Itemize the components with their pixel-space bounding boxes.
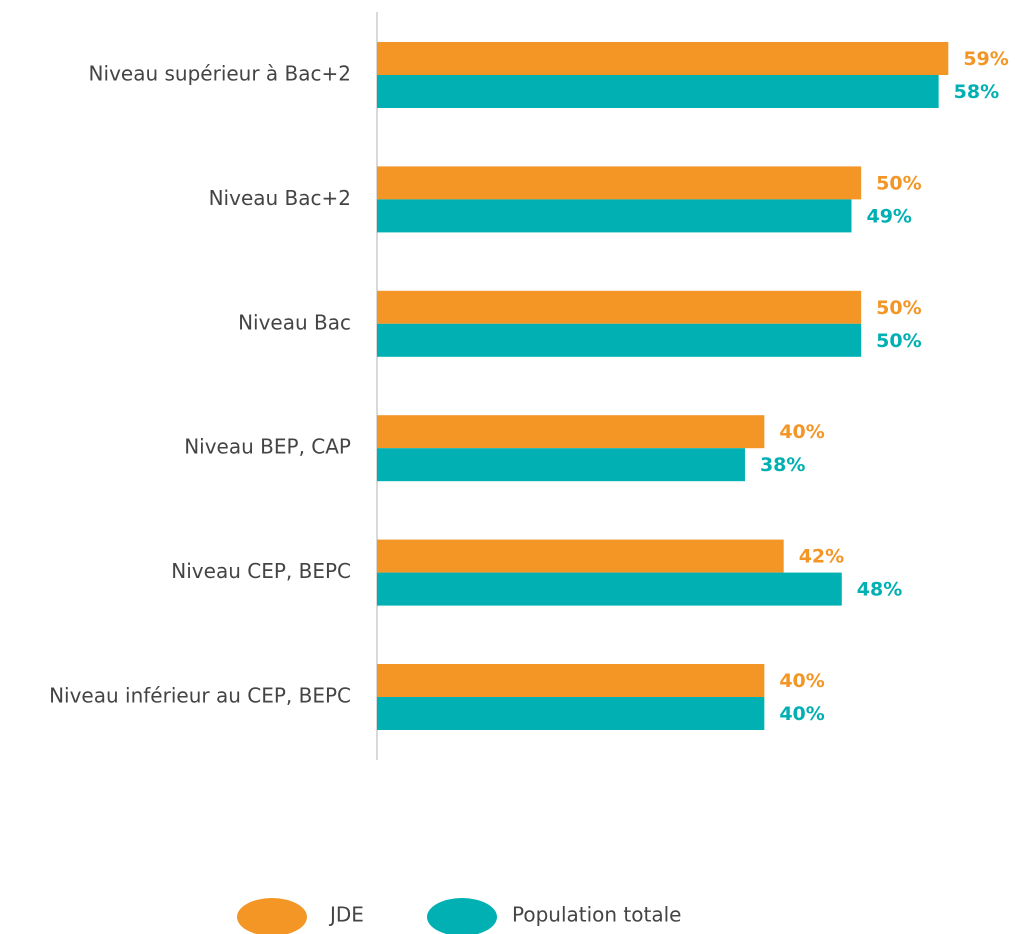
value-label: 59% bbox=[963, 48, 1008, 70]
value-label: 49% bbox=[866, 205, 911, 227]
legend-label: JDE bbox=[328, 903, 364, 927]
bar bbox=[377, 199, 852, 233]
bar bbox=[377, 75, 939, 108]
value-label: 58% bbox=[954, 81, 999, 103]
value-label: 40% bbox=[779, 670, 824, 692]
legend-swatch bbox=[427, 898, 497, 934]
category-label: Niveau BEP, CAP bbox=[184, 435, 351, 459]
category-label: Niveau inférieur au CEP, BEPC bbox=[49, 684, 351, 708]
legend-label: Population totale bbox=[512, 903, 681, 927]
category-label: Niveau CEP, BEPC bbox=[171, 559, 351, 583]
category-label: Niveau Bac bbox=[238, 310, 351, 334]
value-label: 42% bbox=[799, 546, 844, 568]
legend-swatch bbox=[237, 898, 307, 934]
category-label: Niveau Bac+2 bbox=[209, 186, 351, 210]
bar bbox=[377, 323, 862, 357]
bar bbox=[377, 664, 765, 697]
value-label: 40% bbox=[779, 703, 824, 725]
bar bbox=[377, 572, 842, 606]
bar bbox=[377, 697, 765, 730]
bar bbox=[377, 539, 784, 573]
value-label: 48% bbox=[857, 579, 902, 601]
bar bbox=[377, 42, 949, 75]
category-label: Niveau supérieur à Bac+2 bbox=[89, 62, 351, 86]
bar bbox=[377, 448, 745, 482]
bar bbox=[377, 166, 862, 200]
bar bbox=[377, 415, 765, 449]
bar bbox=[377, 290, 862, 324]
value-label: 40% bbox=[779, 421, 824, 443]
value-label: 50% bbox=[876, 297, 921, 319]
value-label: 38% bbox=[760, 454, 805, 476]
value-label: 50% bbox=[876, 330, 921, 352]
value-label: 50% bbox=[876, 172, 921, 194]
